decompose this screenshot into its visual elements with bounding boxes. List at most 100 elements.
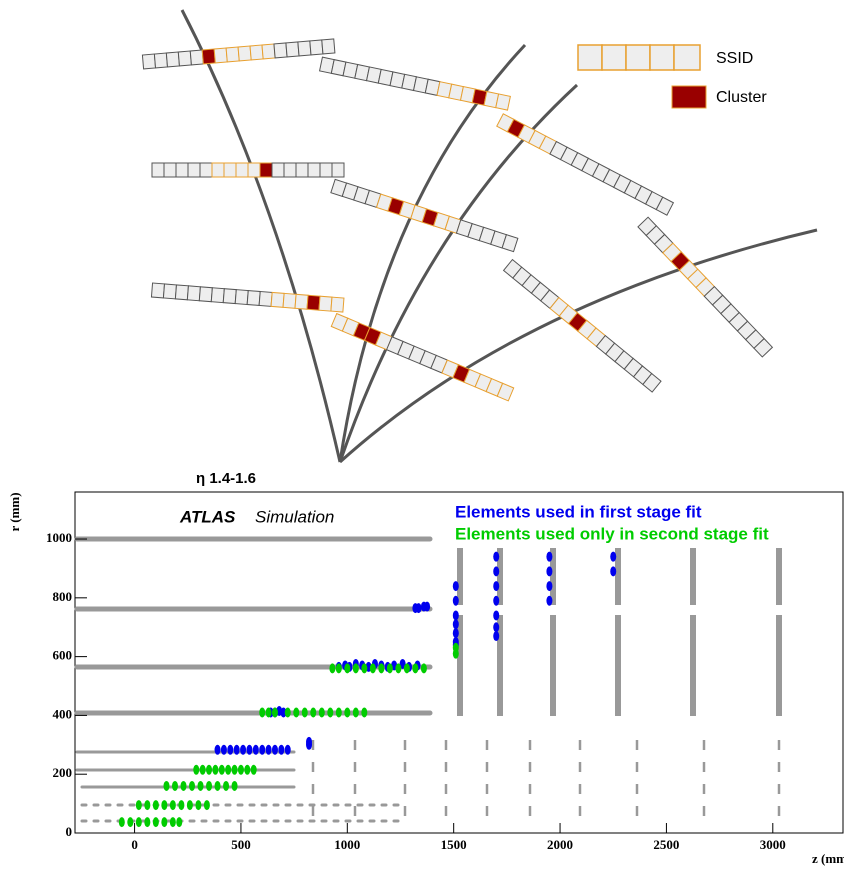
point: [412, 663, 418, 673]
y-tick-label: 1000: [46, 530, 72, 545]
strip-cell: [259, 291, 272, 306]
strip-cell: [332, 163, 344, 177]
point: [344, 707, 350, 717]
strip-cell: [308, 163, 320, 177]
strip-cell: [298, 41, 311, 56]
strip-cell: [322, 39, 335, 54]
strip-cell: [212, 163, 224, 177]
point: [378, 663, 384, 673]
point: [204, 800, 210, 810]
module: [504, 260, 661, 392]
point: [206, 781, 212, 791]
track: [182, 10, 340, 462]
point: [272, 745, 278, 755]
point: [453, 610, 459, 620]
point: [176, 817, 182, 827]
point: [546, 596, 552, 606]
strip-cell: [199, 287, 212, 302]
module: [497, 114, 674, 215]
strip-cell: [188, 163, 200, 177]
x-tick-label: 500: [231, 837, 251, 852]
point: [319, 707, 325, 717]
strip-cell: [214, 48, 227, 63]
point: [136, 800, 142, 810]
strip-cell: [200, 163, 212, 177]
point: [353, 663, 359, 673]
point: [206, 765, 212, 775]
point: [221, 745, 227, 755]
point: [266, 707, 272, 717]
point: [336, 707, 342, 717]
y-tick-label: 600: [53, 648, 73, 663]
strip-cell: [175, 285, 188, 300]
point: [259, 707, 265, 717]
strip-cell: [250, 45, 263, 60]
figure: SSID Cluster η 1.4-1.6 ATLAS Simulation: [0, 0, 844, 869]
strip-cell: [187, 286, 200, 301]
point: [232, 765, 238, 775]
point: [153, 800, 159, 810]
point: [453, 628, 459, 638]
strip-cell: [152, 163, 164, 177]
point: [170, 800, 176, 810]
y-tick-label: 0: [66, 824, 73, 839]
x-tick-label: 1500: [441, 837, 467, 852]
x-axis-label: z (mm): [812, 851, 844, 866]
point: [329, 663, 335, 673]
point: [195, 800, 201, 810]
ssid-cell: [602, 45, 626, 70]
point: [215, 781, 221, 791]
point: [306, 737, 312, 747]
strip-cell: [166, 52, 179, 67]
point: [546, 581, 552, 591]
legend-label: Cluster: [716, 89, 767, 106]
point: [189, 781, 195, 791]
point: [144, 800, 150, 810]
point: [238, 765, 244, 775]
strip-cell: [319, 296, 332, 311]
x-tick-label: 1000: [334, 837, 360, 852]
ssid-cell: [674, 45, 700, 70]
point: [453, 649, 459, 659]
point: [119, 817, 125, 827]
strip-cell: [226, 47, 239, 62]
x-tick-label: 3000: [760, 837, 786, 852]
point: [246, 745, 252, 755]
point: [180, 781, 186, 791]
strip-cell: [224, 163, 236, 177]
point: [161, 800, 167, 810]
point: [193, 765, 199, 775]
point: [144, 817, 150, 827]
point: [546, 552, 552, 562]
point: [453, 619, 459, 629]
strip-cell: [235, 290, 248, 305]
point: [302, 707, 308, 717]
point: [370, 663, 376, 673]
module: [142, 39, 334, 69]
cluster-swatch: [672, 86, 706, 108]
x-tick-label: 2000: [547, 837, 573, 852]
point: [344, 663, 350, 673]
point: [493, 596, 499, 606]
point: [172, 781, 178, 791]
point: [493, 622, 499, 632]
point: [546, 566, 552, 576]
point: [493, 581, 499, 591]
point: [244, 765, 250, 775]
point: [387, 663, 393, 673]
strip-cell: [164, 163, 176, 177]
point: [187, 800, 193, 810]
point: [610, 552, 616, 562]
strip-cell: [331, 297, 344, 312]
point: [215, 745, 221, 755]
point: [336, 663, 342, 673]
strip-cell: [211, 288, 224, 303]
point: [416, 603, 422, 613]
y-tick-label: 400: [53, 706, 73, 721]
ssid-cell: [578, 45, 602, 70]
x-tick-label: 0: [131, 837, 138, 852]
point: [285, 707, 291, 717]
module: [320, 57, 511, 110]
strip-cell: [163, 284, 176, 299]
legend-label: Elements used in first stage fit: [455, 502, 702, 521]
